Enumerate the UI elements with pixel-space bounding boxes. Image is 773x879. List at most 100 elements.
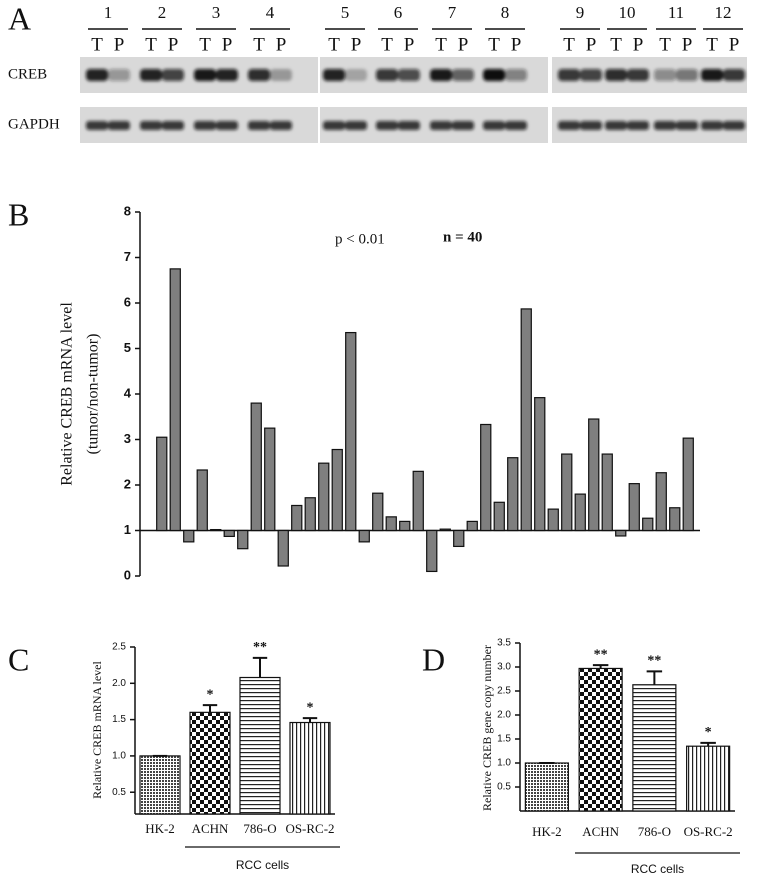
lane-sublabel: T xyxy=(659,34,671,55)
band xyxy=(483,69,505,81)
error-bar xyxy=(302,717,318,723)
error-bar xyxy=(592,664,609,669)
band xyxy=(723,121,745,130)
significance: ** xyxy=(647,654,661,669)
row-label: GAPDH xyxy=(8,116,60,132)
bar xyxy=(642,517,654,532)
bar xyxy=(304,497,316,532)
lane-sublabel: P xyxy=(276,34,287,55)
y-axis-label: (tumor/non-tumor) xyxy=(84,334,101,455)
lane-sublabel: P xyxy=(586,34,597,55)
band xyxy=(194,69,216,81)
band xyxy=(345,121,367,130)
annotation: n = 40 xyxy=(443,229,482,245)
band xyxy=(194,121,216,130)
band xyxy=(627,121,649,130)
band xyxy=(108,121,130,130)
band xyxy=(376,121,398,130)
band xyxy=(505,69,527,81)
x-tick-label: 786-O xyxy=(638,824,671,839)
y-tick-label: 1.0 xyxy=(112,751,126,762)
band xyxy=(216,69,238,81)
band xyxy=(605,121,627,130)
lane-sublabel: P xyxy=(404,34,415,55)
bar xyxy=(628,483,640,532)
lane-sublabel: P xyxy=(729,34,740,55)
y-tick-label: 1.5 xyxy=(112,714,126,725)
bar xyxy=(601,453,613,532)
band xyxy=(558,121,580,130)
y-tick-label: 0.5 xyxy=(112,787,126,798)
y-tick-label: 2.5 xyxy=(497,686,511,697)
band xyxy=(140,121,162,130)
y-axis-label: Relative CREB mRNA level xyxy=(90,661,104,799)
bar xyxy=(534,397,546,532)
band xyxy=(676,121,698,130)
y-tick-label: 2.0 xyxy=(112,678,126,689)
band xyxy=(723,69,745,81)
bar xyxy=(561,453,573,532)
lane-sublabel: T xyxy=(706,34,718,55)
bar xyxy=(291,504,303,532)
bar xyxy=(250,402,262,532)
y-tick-label: 1 xyxy=(124,522,131,537)
bar xyxy=(524,762,569,812)
bar xyxy=(480,423,492,532)
bar xyxy=(426,529,438,573)
band xyxy=(676,69,698,81)
y-tick-label: 3.0 xyxy=(497,662,511,673)
bar xyxy=(466,520,478,532)
bar xyxy=(588,418,600,532)
lane-sublabel: P xyxy=(168,34,179,55)
lane-sublabel: T xyxy=(91,34,103,55)
bar xyxy=(412,470,424,532)
bar xyxy=(189,711,231,815)
y-tick-label: 2.5 xyxy=(112,642,126,653)
lane-label: 2 xyxy=(158,3,167,22)
y-tick-label: 2.0 xyxy=(497,710,511,721)
row-label: CREB xyxy=(8,66,47,82)
x-tick-label: HK-2 xyxy=(145,821,175,836)
bar xyxy=(289,721,331,815)
bar xyxy=(264,427,276,532)
bar xyxy=(453,529,465,548)
y-tick-label: 7 xyxy=(124,249,131,264)
band xyxy=(162,121,184,130)
lane-sublabel: P xyxy=(511,34,522,55)
group-label: RCC cells xyxy=(236,858,289,872)
bar xyxy=(345,331,357,532)
bar xyxy=(686,745,731,812)
band xyxy=(580,121,602,130)
y-tick-label: 4 xyxy=(124,385,132,400)
panel-letter: D xyxy=(422,641,445,677)
bar xyxy=(210,528,222,532)
panel-letter: A xyxy=(8,0,31,36)
band xyxy=(162,69,184,81)
bar xyxy=(507,457,519,532)
bar xyxy=(156,436,168,532)
y-tick-label: 0.5 xyxy=(497,782,511,793)
significance: * xyxy=(207,687,214,702)
bar xyxy=(183,529,195,543)
y-tick-label: 2 xyxy=(124,476,131,491)
band xyxy=(483,121,505,130)
band xyxy=(452,121,474,130)
significance: * xyxy=(705,725,712,740)
bar xyxy=(439,528,451,532)
panel-letter: B xyxy=(8,196,29,232)
band xyxy=(248,69,270,81)
significance: ** xyxy=(594,647,608,662)
band xyxy=(108,69,130,81)
bar xyxy=(331,448,343,532)
bar xyxy=(655,472,667,532)
bar xyxy=(139,755,181,815)
lane-sublabel: T xyxy=(381,34,393,55)
lane-label: 11 xyxy=(668,3,684,22)
y-tick-label: 1.0 xyxy=(497,758,511,769)
band xyxy=(398,69,420,81)
band xyxy=(430,69,452,81)
significance: ** xyxy=(253,640,267,655)
bar xyxy=(574,493,586,532)
band xyxy=(605,69,627,81)
